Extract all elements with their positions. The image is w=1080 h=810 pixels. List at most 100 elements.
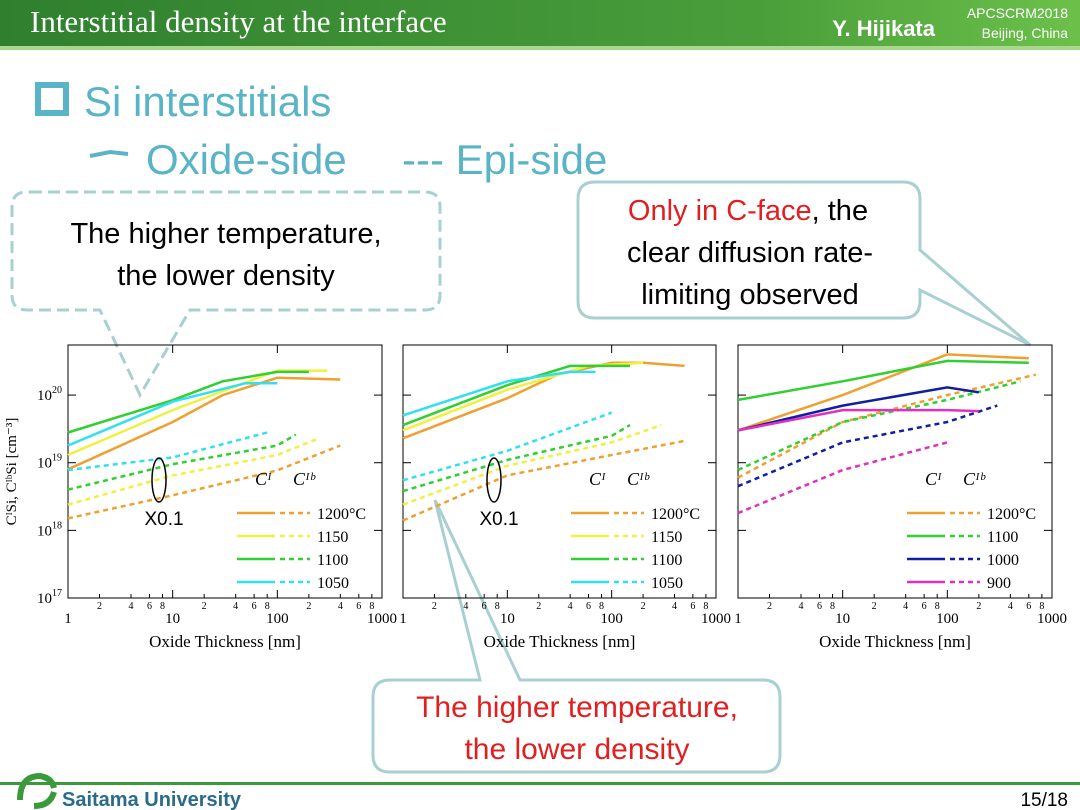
callout-text: Only in C-face, the bbox=[628, 195, 868, 227]
x-minor-label: 8 bbox=[369, 601, 374, 612]
x-axis-label: Oxide Thickness [nm] bbox=[149, 632, 301, 651]
oxide-line bbox=[67, 369, 328, 457]
plot-frame bbox=[737, 344, 1053, 599]
oxide-line bbox=[737, 408, 979, 432]
x-minor-label: 4 bbox=[233, 601, 238, 612]
epi-line bbox=[737, 404, 998, 488]
x-minor-label: 4 bbox=[129, 601, 134, 612]
x-minor-label: 2 bbox=[306, 601, 311, 612]
legend-label: 1150 bbox=[651, 529, 682, 546]
legend-header: Cᴵ bbox=[255, 469, 272, 489]
x-axis-label: Oxide Thickness [nm] bbox=[819, 632, 971, 651]
x-tick-label: 1 bbox=[64, 611, 72, 627]
bullet-box bbox=[35, 82, 69, 116]
y-tick-exponent: 18 bbox=[52, 520, 62, 531]
legend-label: 900 bbox=[987, 575, 1011, 592]
x-tick-label: 1000 bbox=[701, 611, 731, 627]
legend-header: Cᴵᵇ bbox=[963, 469, 986, 489]
epi-line bbox=[737, 373, 1037, 479]
x-minor-label: 2 bbox=[872, 601, 877, 612]
x-minor-label: 8 bbox=[935, 601, 940, 612]
legend-header: Cᴵ bbox=[925, 469, 942, 489]
x-minor-label: 4 bbox=[463, 601, 468, 612]
y-tick-base: 10 bbox=[37, 591, 52, 607]
y-tick-base: 10 bbox=[37, 388, 52, 404]
x-minor-label: 2 bbox=[641, 601, 646, 612]
y-tick-exponent: 20 bbox=[52, 385, 62, 396]
legend-label: 1100 bbox=[651, 552, 682, 569]
x-tick-label: 1 bbox=[399, 611, 407, 627]
y-axis-label: CᴵSi, CᴵᵇSi [cm⁻³] bbox=[4, 418, 20, 526]
oxide-line bbox=[402, 361, 644, 432]
legend-label: 1100 bbox=[987, 529, 1018, 546]
callout-text: , the bbox=[812, 195, 868, 227]
x-minor-label: 4 bbox=[1008, 601, 1013, 612]
page-number: 15/18 bbox=[1020, 790, 1068, 810]
annotation: X0.1 bbox=[144, 509, 183, 530]
x-minor-label: 8 bbox=[495, 601, 500, 612]
legend-header: Cᴵ bbox=[589, 469, 606, 489]
x-tick-label: 10 bbox=[165, 611, 180, 627]
callout-text: the lower density bbox=[117, 260, 335, 292]
y-tick-base: 10 bbox=[37, 456, 52, 472]
logo bbox=[17, 772, 57, 809]
annotation: X0.1 bbox=[479, 509, 518, 530]
epi-line bbox=[737, 380, 1021, 472]
x-minor-label: 8 bbox=[265, 601, 270, 612]
epi-line bbox=[67, 437, 320, 506]
x-minor-label: 6 bbox=[922, 601, 927, 612]
header-line bbox=[0, 46, 1080, 50]
epi-line bbox=[402, 411, 613, 482]
legend-label: 1000 bbox=[987, 552, 1019, 569]
oxide-line bbox=[737, 359, 1029, 402]
x-tick-label: 1 bbox=[734, 611, 742, 627]
epi-line bbox=[402, 439, 685, 522]
x-minor-label: 8 bbox=[160, 601, 165, 612]
x-tick-label: 100 bbox=[936, 611, 959, 627]
callout-2 bbox=[576, 180, 1031, 347]
x-tick-label: 1000 bbox=[367, 611, 397, 627]
oxide-line bbox=[67, 376, 341, 471]
oxide-line bbox=[737, 353, 1029, 432]
x-minor-label: 4 bbox=[672, 601, 677, 612]
callout-text: The higher temperature, bbox=[70, 218, 381, 250]
oxide-line bbox=[67, 381, 278, 447]
legend-label: 1200°C bbox=[987, 506, 1036, 523]
header-bar bbox=[0, 0, 1080, 46]
callout-1 bbox=[10, 190, 442, 399]
epi-label: --- Epi-side bbox=[402, 136, 607, 183]
x-tick-label: 10 bbox=[500, 611, 515, 627]
y-tick-exponent: 19 bbox=[52, 453, 62, 464]
x-minor-label: 8 bbox=[1039, 601, 1044, 612]
x-minor-label: 4 bbox=[338, 601, 343, 612]
x-minor-label: 2 bbox=[202, 601, 207, 612]
legend-label: 1200°C bbox=[651, 506, 700, 523]
x-minor-label: 6 bbox=[147, 601, 152, 612]
x-minor-label: 4 bbox=[903, 601, 908, 612]
x-minor-label: 2 bbox=[432, 601, 437, 612]
x-axis-label: Oxide Thickness [nm] bbox=[484, 632, 636, 651]
callout-3 bbox=[371, 499, 782, 774]
epi-line bbox=[402, 424, 631, 493]
callout-text: the lower density bbox=[464, 733, 689, 766]
university: Saitama University bbox=[62, 789, 242, 810]
oxide-line bbox=[737, 386, 979, 432]
conference: APCSCRM2018 bbox=[967, 5, 1068, 21]
legend-label: 1050 bbox=[317, 575, 349, 592]
place: Beijing, China bbox=[982, 25, 1069, 41]
x-tick-label: 10 bbox=[835, 611, 850, 627]
y-tick-label: 1020 bbox=[37, 385, 62, 404]
x-minor-label: 4 bbox=[799, 601, 804, 612]
legend-label: 1100 bbox=[317, 552, 348, 569]
y-tick-label: 1017 bbox=[37, 588, 62, 607]
author: Y. Hijikata bbox=[832, 16, 935, 41]
y-tick-exponent: 17 bbox=[52, 588, 62, 599]
x-minor-label: 2 bbox=[536, 601, 541, 612]
x-minor-label: 6 bbox=[482, 601, 487, 612]
x-minor-label: 2 bbox=[976, 601, 981, 612]
highlight: Only in C-face bbox=[628, 195, 812, 227]
